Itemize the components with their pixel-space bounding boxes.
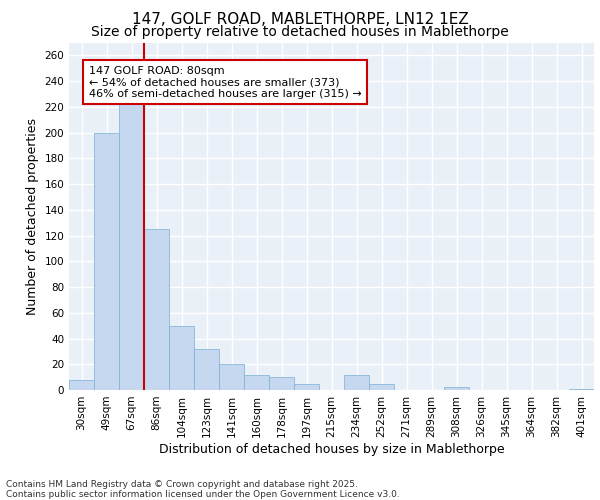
Text: 147, GOLF ROAD, MABLETHORPE, LN12 1EZ: 147, GOLF ROAD, MABLETHORPE, LN12 1EZ (131, 12, 469, 28)
Y-axis label: Number of detached properties: Number of detached properties (26, 118, 39, 315)
Text: Contains HM Land Registry data © Crown copyright and database right 2025.
Contai: Contains HM Land Registry data © Crown c… (6, 480, 400, 499)
Bar (244, 374, 269, 390)
Bar (369, 384, 394, 390)
Bar (144, 229, 169, 390)
X-axis label: Distribution of detached houses by size in Mablethorpe: Distribution of detached houses by size … (158, 442, 505, 456)
Bar (119, 94, 144, 390)
Bar (344, 374, 369, 390)
Bar (194, 349, 219, 390)
Bar (269, 377, 294, 390)
Text: Size of property relative to detached houses in Mablethorpe: Size of property relative to detached ho… (91, 25, 509, 39)
Bar (94, 132, 119, 390)
Bar (219, 364, 244, 390)
Text: 147 GOLF ROAD: 80sqm
← 54% of detached houses are smaller (373)
46% of semi-deta: 147 GOLF ROAD: 80sqm ← 54% of detached h… (89, 66, 362, 99)
Bar (69, 380, 94, 390)
Bar (294, 384, 319, 390)
Bar (169, 326, 194, 390)
Bar (444, 388, 469, 390)
Bar (569, 388, 594, 390)
